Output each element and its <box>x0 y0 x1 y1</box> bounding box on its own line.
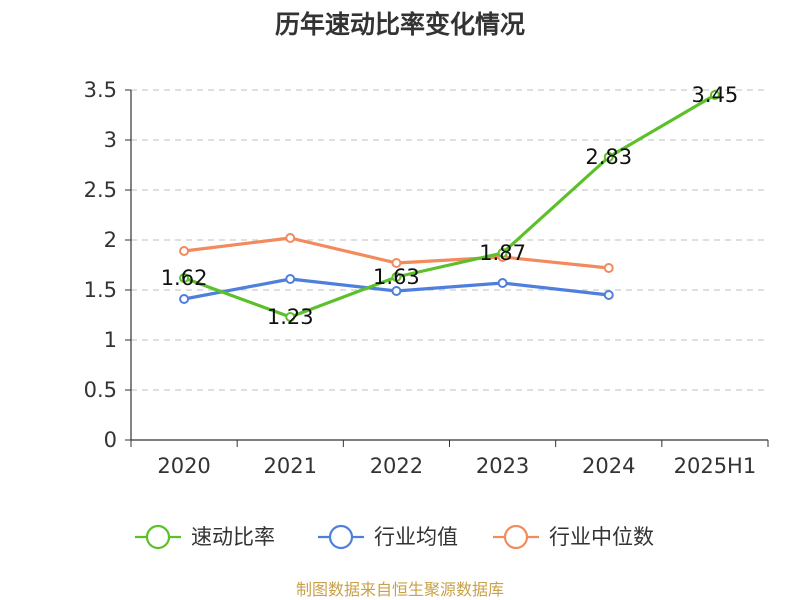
y-tick-label-7: 3.5 <box>84 78 117 102</box>
legend-marker-3 <box>503 524 529 550</box>
x-tick-label-2021: 2021 <box>264 454 317 478</box>
y-tick-label-6: 3 <box>104 128 117 152</box>
series-1 <box>179 90 720 322</box>
series-1-point-2023 <box>497 248 508 258</box>
chart-title: 历年速动比率变化情况 <box>275 10 525 39</box>
x-tick-label-2023: 2023 <box>476 454 529 478</box>
series-3-point-2020 <box>179 246 190 256</box>
series-line-1 <box>183 93 716 319</box>
legend-label-3: 行业中位数 <box>549 525 654 549</box>
series-2-point-2023 <box>497 278 508 288</box>
data-label-2021: 1.23 <box>267 305 314 329</box>
legend: 速动比率 行业均值 行业中位数 <box>135 524 654 550</box>
legend-label-1: 速动比率 <box>191 525 275 549</box>
x-tick-label-2024: 2024 <box>582 454 635 478</box>
y-tick-label-1: 0.5 <box>84 378 117 402</box>
series-1-point-2020 <box>179 273 190 283</box>
series-1-point-2025H1 <box>709 90 720 100</box>
source-note: 制图数据来自恒生聚源数据库 <box>296 580 504 599</box>
legend-item-1: 速动比率 <box>135 524 275 550</box>
series-1-point-2024 <box>603 152 614 162</box>
data-label-2023: 1.87 <box>479 241 526 265</box>
series-2-point-2024 <box>603 290 614 300</box>
data-label-2025H1: 3.45 <box>692 83 739 107</box>
x-tick-label-2022: 2022 <box>370 454 423 478</box>
grid-lines <box>131 89 768 391</box>
series-2-point-2020 <box>179 294 190 304</box>
y-tick-label-0: 0 <box>104 428 117 452</box>
series-1-point-2021 <box>285 312 296 322</box>
data-labels: 1.62 1.23 1.63 1.87 2.83 3.45 <box>161 83 739 329</box>
x-tick-label-2025H1: 2025H1 <box>674 454 757 478</box>
series-3-point-2022 <box>391 258 402 268</box>
axes: 0 0.5 1 1.5 2 2.5 3 3.5 2020 2021 2022 2023 2024 2025… <box>84 78 769 478</box>
data-label-2020: 1.62 <box>161 266 208 290</box>
x-tick-label-2020: 2020 <box>157 454 210 478</box>
series-2-point-2021 <box>285 274 296 284</box>
series-2 <box>179 274 614 304</box>
legend-item-3: 行业中位数 <box>493 524 654 550</box>
series-2-point-2022 <box>391 286 402 296</box>
y-tick-label-4: 2 <box>104 228 117 252</box>
series-3 <box>179 233 614 273</box>
data-label-2022: 1.63 <box>373 265 420 289</box>
series-3-point-2021 <box>285 233 296 243</box>
legend-item-2: 行业均值 <box>318 524 458 550</box>
legend-marker-2 <box>328 524 354 550</box>
legend-label-2: 行业均值 <box>374 525 458 549</box>
y-tick-label-3: 1.5 <box>84 278 117 302</box>
data-label-2024: 2.83 <box>585 145 632 169</box>
legend-marker-1 <box>145 524 171 550</box>
y-tick-label-2: 1 <box>104 328 117 352</box>
series-lines <box>179 90 720 322</box>
series-1-point-2022 <box>391 272 402 282</box>
y-tick-label-5: 2.5 <box>84 178 117 202</box>
series-3-point-2024 <box>603 263 614 273</box>
